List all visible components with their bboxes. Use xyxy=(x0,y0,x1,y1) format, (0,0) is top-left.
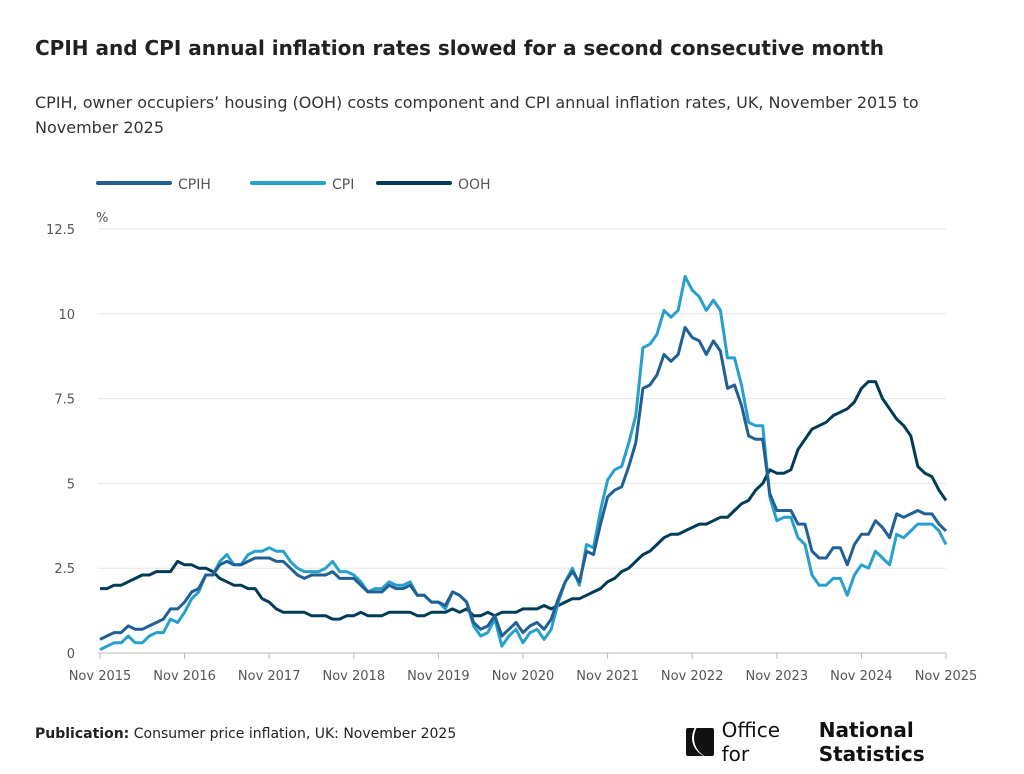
chart-title: CPIH and CPI annual inflation rates slow… xyxy=(35,36,885,60)
x-tick-label: Nov 2016 xyxy=(153,669,216,684)
x-tick-label: Nov 2020 xyxy=(492,669,555,684)
x-tick-label: Nov 2023 xyxy=(746,669,809,684)
ons-logo-icon xyxy=(686,728,714,756)
x-axis-ticks: Nov 2015 Nov 2016 Nov 2017 Nov 2018 Nov 2019… xyxy=(69,653,978,684)
publication-footer: Publication: Consumer price inflation, U… xyxy=(35,726,456,742)
legend-item-ooh[interactable]: OOH xyxy=(376,177,491,193)
logo-text-regular: Office for xyxy=(721,718,781,766)
series-line-ooh xyxy=(100,380,948,621)
x-tick-label: Nov 2022 xyxy=(661,669,724,684)
legend-label: CPIH xyxy=(178,177,211,193)
x-tick-label: Nov 2024 xyxy=(830,669,893,684)
x-tick-label: Nov 2017 xyxy=(238,669,301,684)
legend-label: CPI xyxy=(332,177,354,193)
x-tick-label: Nov 2021 xyxy=(576,669,639,684)
y-tick-label: 5 xyxy=(67,477,75,492)
series-line-cpih xyxy=(99,325,948,641)
y-tick-label: 10 xyxy=(58,308,75,323)
y-axis-ticks: 0 2.5 5 7.5 10 12.5 xyxy=(46,223,75,662)
legend: CPIH CPI OOH xyxy=(96,177,491,193)
y-tick-label: 7.5 xyxy=(54,393,75,408)
x-tick-label: Nov 2018 xyxy=(323,669,386,684)
legend-item-cpi[interactable]: CPI xyxy=(250,177,354,193)
legend-label: OOH xyxy=(458,177,491,193)
chart-subtitle: CPIH, owner occupiers’ housing (OOH) cos… xyxy=(35,93,919,137)
series-lines xyxy=(99,275,948,651)
publication-link[interactable]: Consumer price inflation, UK: November 2… xyxy=(133,726,457,742)
series-line-cpi xyxy=(99,275,948,651)
legend-item-cpih[interactable]: CPIH xyxy=(96,177,211,193)
x-tick-label: Nov 2025 xyxy=(915,669,978,684)
y-axis-label: % xyxy=(96,211,108,226)
gridlines xyxy=(98,228,946,654)
x-tick-label: Nov 2019 xyxy=(407,669,470,684)
y-tick-label: 0 xyxy=(67,647,75,662)
publication-label: Publication: xyxy=(35,726,130,742)
y-tick-label: 2.5 xyxy=(54,562,75,577)
ons-logo: Office for National Statistics xyxy=(686,718,1024,766)
y-tick-label: 12.5 xyxy=(46,223,75,238)
logo-text-bold: National Statistics xyxy=(818,718,925,766)
x-tick-label: Nov 2015 xyxy=(69,669,132,684)
